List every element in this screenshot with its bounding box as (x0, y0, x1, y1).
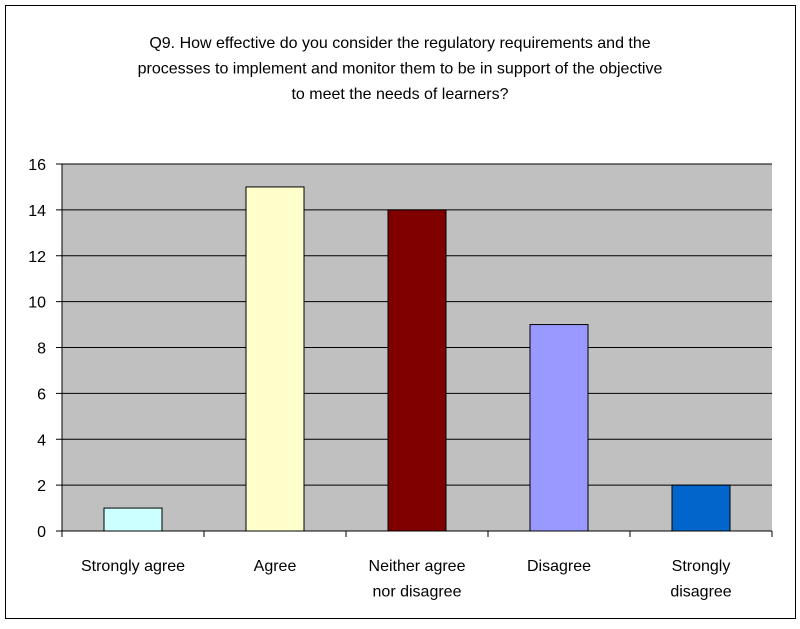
y-tick-label: 4 (37, 432, 46, 449)
bar (529, 324, 589, 532)
y-tick-label: 14 (28, 203, 46, 220)
y-tick-label: 0 (37, 524, 46, 541)
x-tick-label: Agree (254, 558, 297, 575)
x-tick-label: Disagree (527, 558, 591, 575)
x-tick-label: Strongly agree (81, 558, 185, 575)
bar (671, 484, 731, 532)
y-tick-label: 10 (28, 295, 46, 312)
bar (245, 186, 305, 532)
x-tick-label: Neither agree nor disagree (369, 558, 466, 601)
y-tick-label: 6 (37, 386, 46, 403)
y-tick-label: 12 (28, 249, 46, 266)
y-tick-label: 2 (37, 478, 46, 495)
bar (387, 209, 447, 532)
y-tick-label: 16 (28, 157, 46, 174)
chart-title: Q9. How effective do you consider the re… (138, 35, 663, 103)
y-tick-label: 8 (37, 341, 46, 358)
x-tick-label: Strongly disagree (670, 558, 731, 601)
bar (103, 507, 163, 532)
